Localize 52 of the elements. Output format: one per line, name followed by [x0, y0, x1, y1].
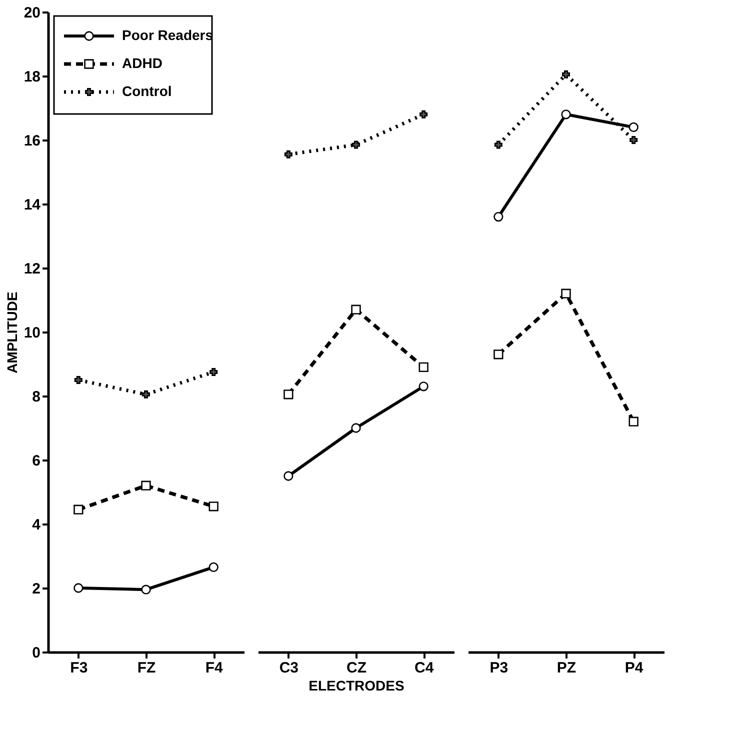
point	[420, 110, 428, 118]
y-tick-label: 10	[24, 324, 40, 342]
point	[628, 416, 638, 426]
y-tick-label: 18	[24, 68, 40, 86]
x-tick-label: PZ	[556, 660, 576, 676]
point	[418, 382, 428, 392]
legend-label: Control	[122, 83, 172, 99]
y-tick-label: 16	[24, 132, 40, 150]
point	[352, 140, 360, 149]
point	[284, 471, 294, 481]
x-tick-label: F4	[205, 660, 224, 676]
point	[74, 504, 84, 514]
point	[142, 390, 150, 398]
point	[351, 304, 361, 314]
point	[628, 122, 638, 132]
x-axis-title: ELECTRODES	[308, 678, 404, 694]
point	[284, 390, 294, 400]
y-axis-title: AMPLITUDE	[4, 292, 20, 374]
x-tick-label: FZ	[137, 660, 156, 676]
x-tick-label: CZ	[346, 660, 366, 676]
point	[562, 70, 570, 78]
point	[141, 584, 151, 594]
x-tick-label: C3	[279, 660, 299, 676]
point	[494, 140, 502, 149]
y-tick-label: 8	[32, 388, 40, 406]
point	[418, 362, 428, 372]
x-tick-label: P4	[624, 660, 644, 676]
point	[210, 368, 218, 376]
y-tick-label: 0	[32, 644, 40, 662]
point	[284, 150, 292, 158]
point	[494, 350, 504, 360]
legend-label: Poor Readers	[122, 27, 214, 43]
y-tick-label: 2	[32, 580, 40, 598]
y-tick-label: 14	[24, 196, 42, 214]
legend-label: ADHD	[122, 55, 162, 71]
point	[351, 423, 361, 433]
point	[208, 562, 218, 572]
point	[561, 288, 571, 298]
point	[630, 136, 638, 144]
point	[208, 502, 218, 512]
x-tick-label: F3	[70, 660, 88, 676]
y-tick-label: 12	[24, 260, 40, 278]
x-tick-label: P3	[490, 660, 508, 676]
point	[74, 376, 82, 384]
x-tick-label: C4	[414, 660, 434, 676]
y-tick-label: 20	[24, 4, 40, 22]
point	[141, 480, 151, 490]
y-tick-label: 6	[32, 452, 40, 470]
point	[561, 110, 571, 120]
y-tick-label: 4	[32, 516, 42, 534]
point	[74, 583, 84, 593]
point	[494, 212, 504, 222]
